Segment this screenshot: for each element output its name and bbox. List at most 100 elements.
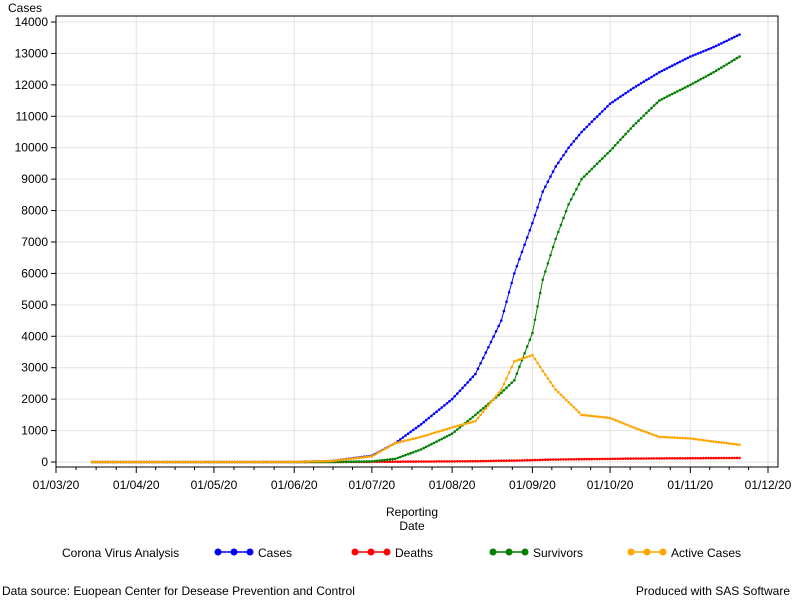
data-point-cases: [665, 67, 669, 70]
data-point-active-cases: [619, 420, 622, 424]
data-point-active-cases: [241, 460, 244, 464]
data-point-active-cases: [352, 457, 356, 460]
data-point-deaths: [585, 457, 589, 461]
data-point-active-cases: [450, 426, 454, 429]
data-point-cases: [437, 408, 441, 411]
data-point-deaths: [717, 456, 721, 460]
data-point-active-cases: [383, 447, 387, 451]
data-point-active-cases: [658, 435, 661, 439]
data-point-active-cases: [590, 414, 594, 418]
y-tick-label: 3000: [21, 361, 48, 375]
data-point-cases: [673, 63, 677, 66]
data-point-active-cases: [567, 401, 570, 404]
legend-marker-survivors: [505, 548, 513, 556]
data-point-active-cases: [132, 460, 135, 464]
data-point-cases: [678, 60, 682, 64]
data-point-deaths: [655, 457, 658, 460]
x-tick-label: 01/11/20: [667, 478, 713, 492]
x-tick-label: 01/10/20: [587, 478, 634, 492]
data-point-active-cases: [523, 356, 526, 360]
data-point-deaths: [652, 457, 656, 460]
data-point-survivors: [637, 119, 640, 122]
y-tick-label: 4000: [21, 329, 48, 343]
data-point-deaths: [637, 457, 640, 460]
data-point-active-cases: [647, 431, 651, 435]
data-point-deaths: [430, 460, 433, 463]
data-point-deaths: [629, 457, 633, 460]
data-point-survivors: [629, 127, 633, 130]
data-point-active-cases: [642, 429, 645, 433]
data-point-active-cases: [326, 459, 330, 463]
data-point-cases: [616, 97, 620, 100]
data-point-active-cases: [362, 455, 366, 459]
data-point-active-cases: [243, 460, 247, 464]
data-point-survivors: [577, 182, 581, 186]
data-point-survivors: [652, 104, 656, 107]
data-point-survivors: [456, 428, 459, 431]
data-point-active-cases: [233, 460, 236, 464]
data-point-survivors: [676, 90, 679, 93]
data-point-active-cases: [608, 416, 612, 420]
data-point-active-cases: [456, 424, 459, 428]
data-point-survivors: [378, 459, 381, 462]
x-axis: 01/03/20 01/04/20 01/05/20 01/06/20 01/07/20…: [33, 467, 792, 492]
data-point-active-cases: [445, 427, 449, 431]
data-point-active-cases: [274, 460, 278, 464]
data-point-survivors: [691, 82, 695, 85]
data-point-survivors: [357, 460, 361, 463]
data-point-active-cases: [300, 460, 304, 464]
data-point-survivors: [569, 198, 573, 201]
data-point-active-cases: [393, 441, 397, 445]
data-point-active-cases: [399, 440, 402, 444]
data-point-survivors: [588, 170, 591, 173]
data-point-active-cases: [699, 438, 702, 442]
data-point-survivors: [502, 389, 506, 392]
data-point-active-cases: [142, 460, 146, 464]
data-point-deaths: [523, 459, 526, 462]
data-point-active-cases: [624, 423, 627, 426]
data-point-survivors: [650, 106, 653, 110]
data-point-deaths: [650, 457, 653, 460]
y-tick-label: 0: [41, 455, 48, 469]
data-point-survivors: [484, 404, 488, 408]
data-point-cases: [577, 133, 581, 137]
data-point-active-cases: [544, 373, 547, 376]
data-point-active-cases: [93, 460, 97, 464]
data-point-survivors: [500, 391, 503, 395]
data-point-active-cases: [681, 436, 684, 440]
series-line-cases: [92, 34, 740, 463]
legend-label-cases: Cases: [258, 546, 292, 560]
legend-marker-survivors: [489, 548, 497, 556]
data-point-survivors: [424, 445, 428, 449]
data-point-survivors: [632, 124, 635, 127]
data-point-active-cases: [119, 460, 122, 464]
data-point-active-cases: [696, 438, 700, 441]
data-point-active-cases: [217, 460, 221, 464]
data-point-survivors: [564, 209, 568, 213]
data-point-active-cases: [704, 439, 708, 442]
data-point-deaths: [642, 457, 645, 460]
data-point-active-cases: [546, 377, 550, 380]
data-point-cases: [683, 57, 687, 61]
data-point-cases: [720, 42, 723, 45]
data-point-cases: [417, 424, 420, 428]
data-point-deaths: [546, 458, 550, 462]
data-point-active-cases: [502, 382, 506, 386]
data-point-active-cases: [562, 396, 565, 399]
data-point-cases: [629, 88, 633, 91]
data-point-active-cases: [557, 390, 560, 394]
data-point-cases: [613, 98, 617, 102]
data-point-active-cases: [510, 365, 513, 369]
data-point-cases: [580, 130, 583, 134]
data-point-active-cases: [437, 430, 441, 433]
data-point-cases: [458, 389, 462, 393]
data-point-active-cases: [103, 460, 107, 464]
legend-marker-active-cases: [627, 548, 635, 556]
data-point-cases: [575, 137, 578, 140]
data-point-active-cases: [207, 460, 211, 464]
data-point-active-cases: [179, 460, 182, 464]
series-line-survivors: [92, 56, 740, 463]
data-point-deaths: [582, 457, 586, 461]
data-point-active-cases: [355, 456, 358, 460]
data-point-deaths: [520, 459, 524, 462]
